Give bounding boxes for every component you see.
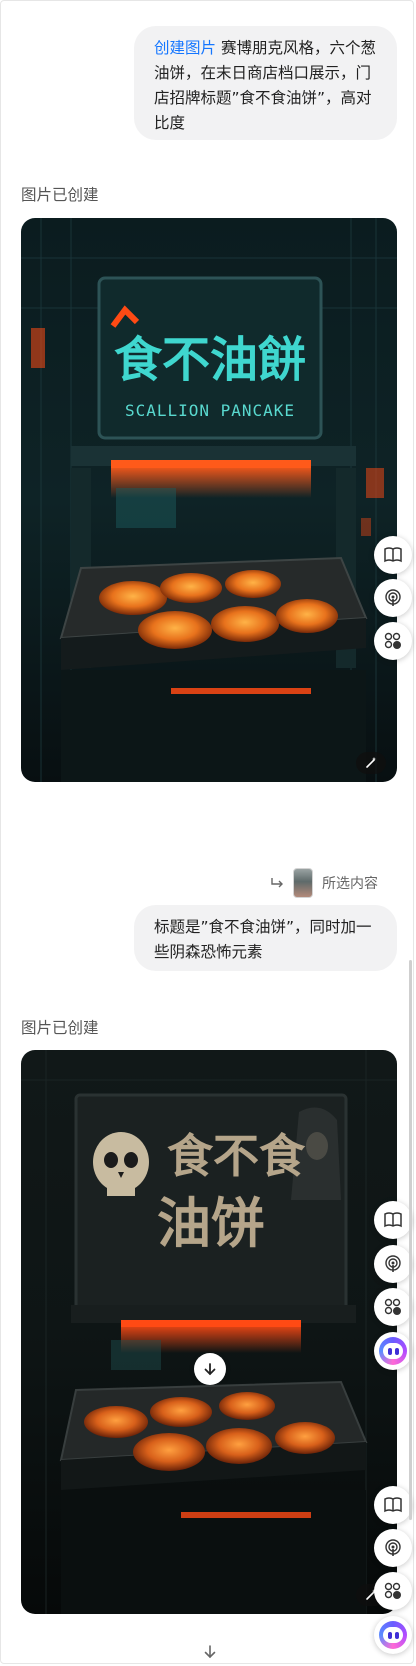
side-book-button-3[interactable]	[374, 1486, 412, 1524]
arrow-down-icon	[203, 1362, 217, 1376]
side-book-button-2[interactable]	[374, 1201, 412, 1239]
generated-image-2[interactable]: 食不食 油饼	[21, 1050, 397, 1614]
horror-pancake-stall-image: 食不食 油饼	[21, 1050, 397, 1614]
create-image-command[interactable]: 创建图片	[154, 39, 216, 57]
user-message-2: 标题是”食不食油饼”，同时加一些阴森恐怖元素	[134, 905, 397, 971]
book-icon	[384, 1212, 402, 1228]
prompt-text: 标题是”食不食油饼”，同时加一些阴森恐怖元素	[154, 918, 372, 961]
sign-subtitle: SCALLION PANCAKE	[125, 401, 295, 420]
user-message-1: 创建图片 赛博朋克风格，六个葱油饼，在末日商店档口展示，门店招牌标题”食不食油饼…	[134, 26, 397, 140]
sign-line-1: 食不食	[167, 1129, 306, 1183]
sign-line-2: 油饼	[157, 1191, 265, 1255]
cyberpunk-pancake-stall-image: 食不油餅 SCALLION PANCAKE	[21, 218, 397, 782]
apps-icon	[384, 1298, 402, 1316]
side-apps-button-2[interactable]	[374, 1288, 412, 1326]
podcast-icon	[384, 1255, 402, 1273]
assistant-avatar-button-2[interactable]	[374, 1616, 412, 1654]
assistant-avatar-button-1[interactable]	[374, 1332, 412, 1370]
image-created-label: 图片已创建	[21, 183, 99, 205]
book-icon	[384, 1497, 402, 1513]
podcast-icon	[384, 589, 402, 607]
side-apps-button-3[interactable]	[374, 1572, 412, 1610]
edit-image-button[interactable]	[356, 752, 386, 774]
book-icon	[384, 547, 402, 563]
apps-icon	[384, 1582, 402, 1600]
side-podcast-button-3[interactable]	[374, 1529, 412, 1567]
quoted-selection[interactable]: 所选内容	[270, 868, 378, 898]
side-apps-button-1[interactable]	[374, 622, 412, 660]
scrollbar[interactable]	[409, 960, 412, 1520]
scroll-down-button[interactable]	[194, 1353, 226, 1385]
generated-image-1[interactable]: 食不油餅 SCALLION PANCAKE	[21, 218, 397, 782]
side-podcast-button-2[interactable]	[374, 1245, 412, 1283]
arrow-down-icon	[203, 1645, 217, 1659]
side-podcast-button-1[interactable]	[374, 579, 412, 617]
side-book-button-1[interactable]	[374, 536, 412, 574]
apps-icon	[384, 632, 402, 650]
scroll-to-bottom-button[interactable]	[199, 1642, 221, 1662]
image-created-label: 图片已创建	[21, 1016, 99, 1038]
sign-title: 食不油餅	[114, 332, 306, 388]
quoted-image-thumbnail	[293, 868, 313, 898]
assistant-avatar-icon	[379, 1337, 407, 1365]
reply-arrow-icon	[270, 877, 284, 889]
podcast-icon	[384, 1539, 402, 1557]
magic-wand-icon	[364, 756, 378, 770]
quote-label: 所选内容	[322, 873, 378, 893]
assistant-avatar-icon	[379, 1621, 407, 1649]
